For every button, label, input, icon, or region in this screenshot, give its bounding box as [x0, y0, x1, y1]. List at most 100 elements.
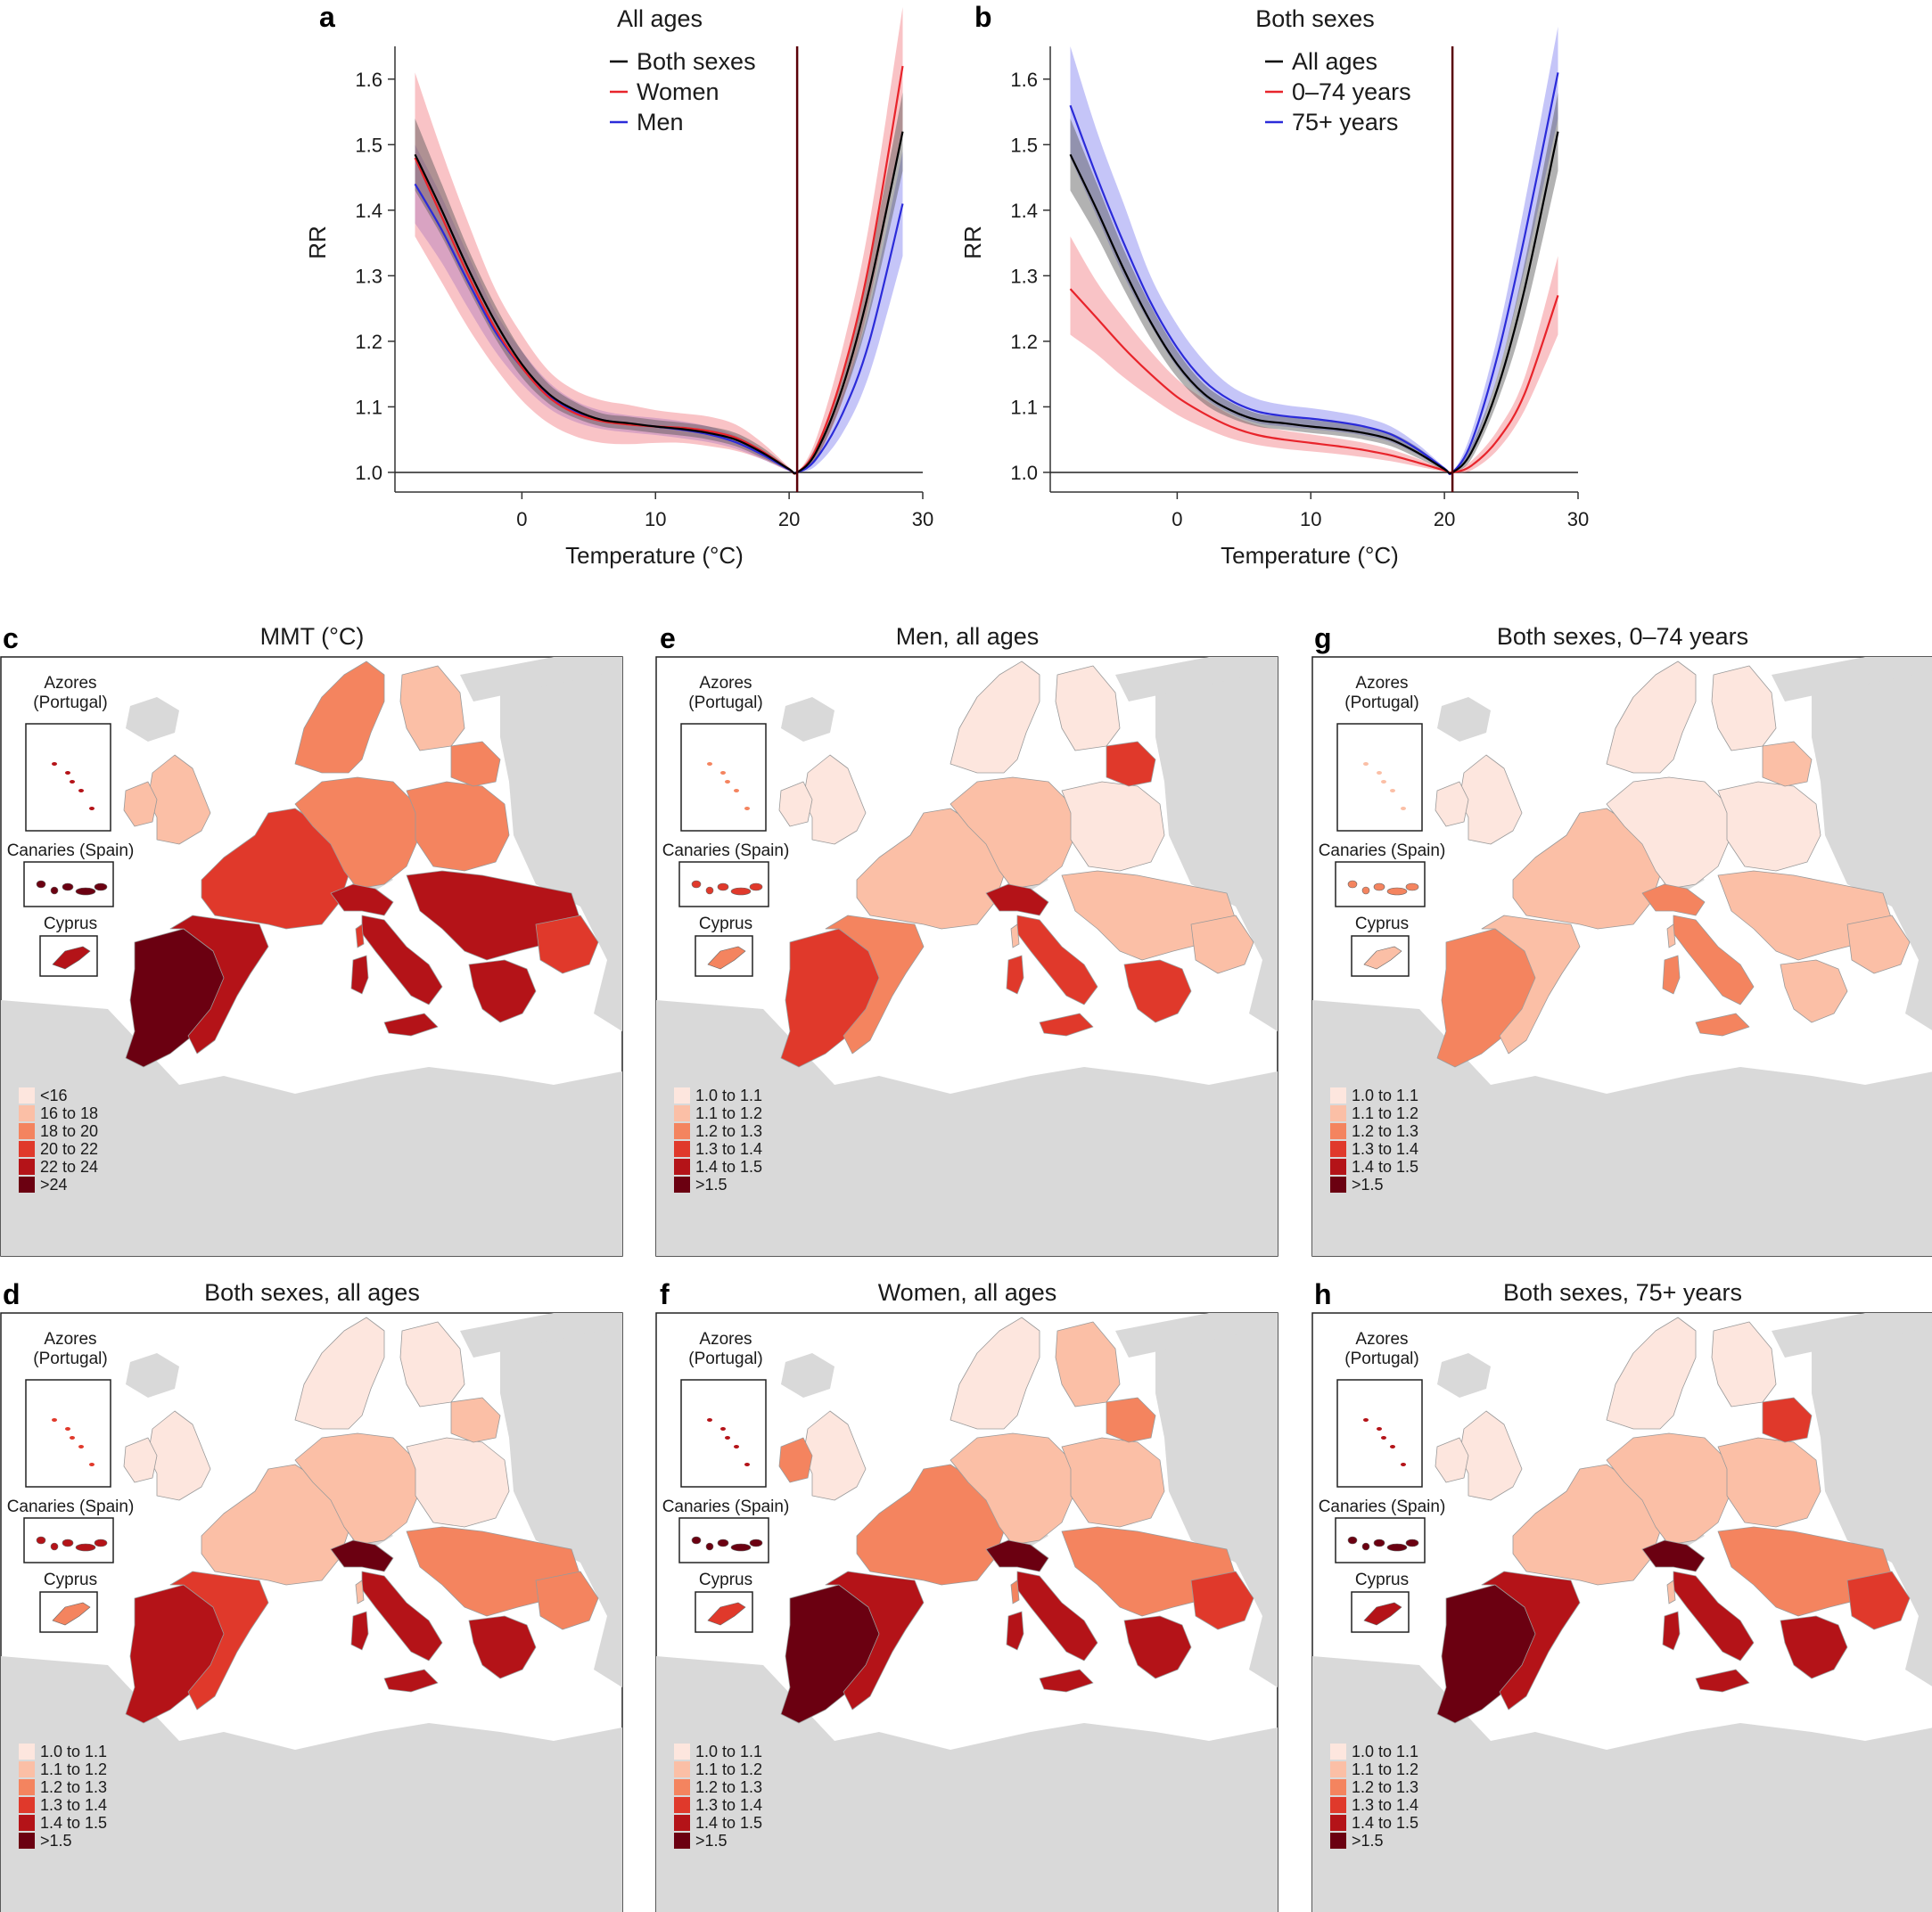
nodata-land — [1312, 1656, 1932, 1912]
region-central — [950, 1432, 1076, 1546]
ci-band-women — [415, 6, 903, 474]
series-line-75-years — [1069, 72, 1559, 475]
inset-label-cyprus: Cyprus — [1355, 1571, 1409, 1589]
azores-island — [744, 807, 750, 810]
y-tick-label: 1.5 — [355, 134, 382, 156]
region-corsica — [1666, 1580, 1676, 1604]
legend-entry: 1.4 to 1.5 — [1352, 1814, 1418, 1832]
inset-label-azores: Azores — [44, 674, 96, 693]
canaries-island — [705, 1542, 714, 1551]
legend-swatch — [674, 1761, 690, 1777]
region-scandinavia — [294, 661, 385, 774]
inset-azores — [680, 1379, 767, 1488]
cyprus-island — [707, 946, 746, 970]
canaries-island — [36, 1536, 46, 1545]
legend-swatch — [19, 1105, 35, 1121]
map-body: Azores(Portugal) Canaries (Spain) Cyprus 1.… — [1312, 657, 1932, 1256]
region-ireland — [123, 1437, 158, 1483]
region-iberia_e — [169, 1571, 269, 1711]
region-finland — [399, 1321, 465, 1407]
legend-entry: 1.1 to 1.2 — [40, 1760, 107, 1778]
region-scandinavia — [1606, 1317, 1697, 1430]
legend-entry: 1.1 to 1.2 — [695, 1104, 762, 1122]
map-body: Azores(Portugal) Canaries (Spain) Cyprus 1.… — [1, 1313, 622, 1912]
y-tick-label: 1.5 — [1010, 134, 1038, 156]
nodata-land — [1437, 697, 1491, 742]
legend-entry: >1.5 — [695, 1832, 728, 1850]
canaries-island — [36, 880, 46, 889]
y-tick-label: 1.6 — [1010, 69, 1038, 91]
line-chart-b: b Both sexes 1.0 1.1 1.2 1.3 1.4 1.5 1.6 0 10 20 30 T… — [959, 1, 1589, 569]
nodata-land — [126, 697, 179, 742]
region-finland — [1711, 1321, 1777, 1407]
region-turkey_region — [1846, 1571, 1911, 1630]
panel-label-e: e — [660, 622, 676, 654]
canaries-island — [1386, 887, 1408, 896]
nodata-land — [500, 666, 622, 1031]
canaries-island — [691, 1536, 702, 1545]
azores-island — [1401, 1463, 1406, 1466]
map-body: Azores(Portugal) Canaries (Spain) Cyprus 1.… — [1312, 1313, 1932, 1912]
legend-swatch — [19, 1761, 35, 1777]
legend-entry: 1.0 to 1.1 — [40, 1743, 107, 1760]
canaries-island — [749, 882, 763, 891]
map-c: c MMT (°C) Azores(Portugal) Canaries (Spain… — [0, 622, 623, 1257]
legend-swatch — [674, 1779, 690, 1795]
azores-island — [744, 1463, 750, 1466]
nodata-land — [656, 1000, 1278, 1256]
azores-island — [707, 762, 712, 766]
series-line-all-ages — [1069, 131, 1559, 475]
region-scandinavia — [950, 661, 1040, 774]
inset-azores — [25, 723, 111, 832]
map-g: g Both sexes, 0–74 years Azores(Portugal) C… — [1311, 622, 1932, 1257]
azores-island — [1381, 780, 1386, 784]
region-baltics — [1106, 1397, 1156, 1443]
panel-title-a: All ages — [617, 5, 703, 32]
region-corsica — [1010, 1580, 1020, 1604]
region-sardinia — [1006, 955, 1024, 995]
legend-entry: 1.4 to 1.5 — [695, 1814, 762, 1832]
nodata-land — [1155, 1322, 1278, 1687]
canaries-island — [94, 1539, 108, 1547]
canaries-island — [75, 887, 96, 896]
series-line-0-74-years — [1069, 288, 1559, 474]
azores-island — [65, 771, 70, 775]
legend-entry: 1.3 to 1.4 — [40, 1796, 107, 1814]
region-italy_s — [1673, 1571, 1755, 1693]
x-axis-label: Temperature (°C) — [1221, 542, 1399, 569]
inset-label-azores-country: (Portugal) — [33, 693, 107, 712]
azores-island — [734, 1445, 739, 1448]
region-iberia_e — [825, 915, 925, 1054]
region-greece — [1123, 1615, 1192, 1679]
nodata-land — [1812, 1322, 1932, 1686]
legend-entry: 1.2 to 1.3 — [695, 1122, 762, 1140]
region-ireland — [1435, 1437, 1469, 1483]
region-italy_s — [1016, 915, 1098, 1037]
legend-entry: 16 to 18 — [40, 1104, 98, 1122]
region-sardinia — [1006, 1611, 1024, 1651]
legend-swatch — [1330, 1141, 1346, 1157]
region-central — [1606, 1432, 1732, 1546]
ci-band-all-ages — [1070, 92, 1558, 474]
region-scandinavia — [950, 1317, 1040, 1430]
region-italy_n — [985, 1539, 1049, 1572]
region-baltics — [1106, 741, 1156, 787]
legend-swatch — [674, 1141, 690, 1157]
azores-island — [1390, 1445, 1395, 1448]
region-sardinia — [1662, 1611, 1681, 1651]
legend-swatch — [674, 1815, 690, 1831]
inset-label-azores-country: (Portugal) — [1344, 1350, 1418, 1368]
legend-swatch — [1330, 1744, 1346, 1760]
nodata-land — [656, 1656, 1278, 1912]
nodata-land — [1, 1000, 622, 1256]
cyprus-island — [1363, 946, 1402, 970]
legend-entry: 1.2 to 1.3 — [695, 1778, 762, 1796]
azores-island — [720, 771, 726, 775]
inset-label-azores: Azores — [1355, 1330, 1408, 1349]
legend-entry: 22 to 24 — [40, 1158, 98, 1176]
panel-label-f: f — [660, 1278, 670, 1310]
legend-entry: 75+ years — [1292, 109, 1398, 135]
inset-label-canaries: Canaries (Spain) — [662, 1498, 790, 1516]
panel-title-e: Men, all ages — [896, 623, 1040, 650]
region-italy_s — [361, 1571, 443, 1693]
